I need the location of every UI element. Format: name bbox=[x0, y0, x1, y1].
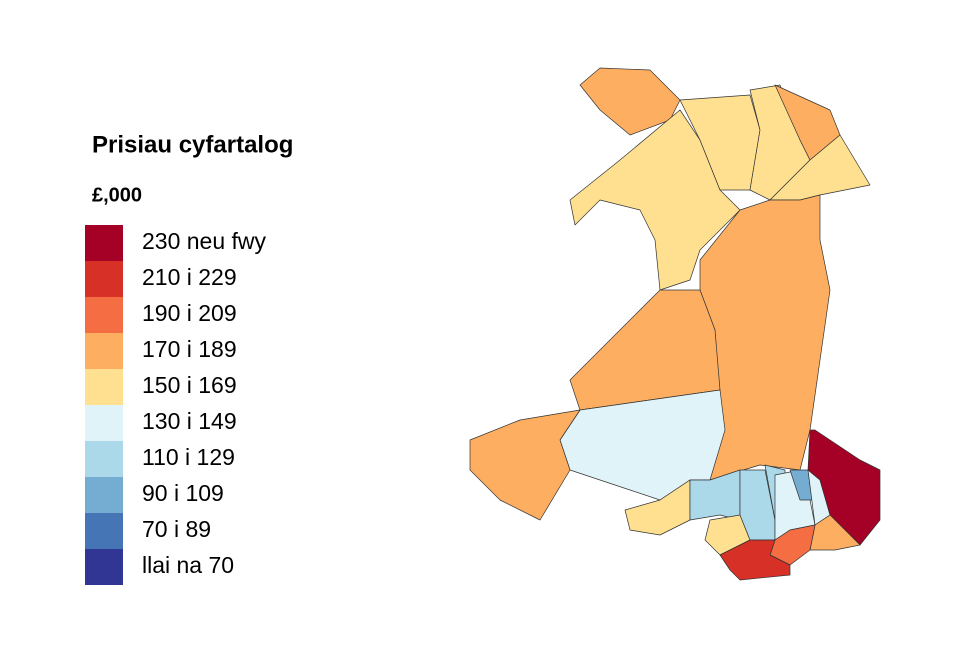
region bbox=[569, 289, 721, 411]
legend-label: 90 i 109 bbox=[142, 480, 224, 506]
region bbox=[569, 109, 741, 291]
legend-label: 70 i 89 bbox=[142, 516, 211, 542]
wales-map bbox=[469, 67, 881, 581]
legend-label: llai na 70 bbox=[142, 552, 234, 578]
legend: 230 neu fwy 210 i 229 190 i 209 170 i 189 15… bbox=[85, 225, 267, 585]
legend-swatch bbox=[85, 477, 123, 513]
region bbox=[719, 539, 791, 581]
legend-swatch bbox=[85, 297, 123, 333]
legend-label: 210 i 229 bbox=[142, 264, 237, 290]
legend-swatch bbox=[85, 225, 123, 261]
legend-swatch bbox=[85, 513, 123, 549]
legend-swatch bbox=[85, 369, 123, 405]
legend-label: 170 i 189 bbox=[142, 336, 237, 362]
legend-swatch bbox=[85, 549, 123, 585]
legend-label: 230 neu fwy bbox=[142, 228, 267, 254]
legend-swatch bbox=[85, 441, 123, 477]
region bbox=[469, 409, 581, 521]
legend-label: 130 i 149 bbox=[142, 408, 237, 434]
legend-subtitle: £,000 bbox=[92, 184, 142, 206]
legend-label: 150 i 169 bbox=[142, 372, 237, 398]
legend-swatch bbox=[85, 405, 123, 441]
legend-label: 190 i 209 bbox=[142, 300, 237, 326]
legend-title: Prisiau cyfartalog bbox=[92, 131, 293, 158]
legend-swatch bbox=[85, 261, 123, 297]
region bbox=[579, 67, 681, 136]
legend-label: 110 i 129 bbox=[142, 444, 235, 470]
legend-swatch bbox=[85, 333, 123, 369]
